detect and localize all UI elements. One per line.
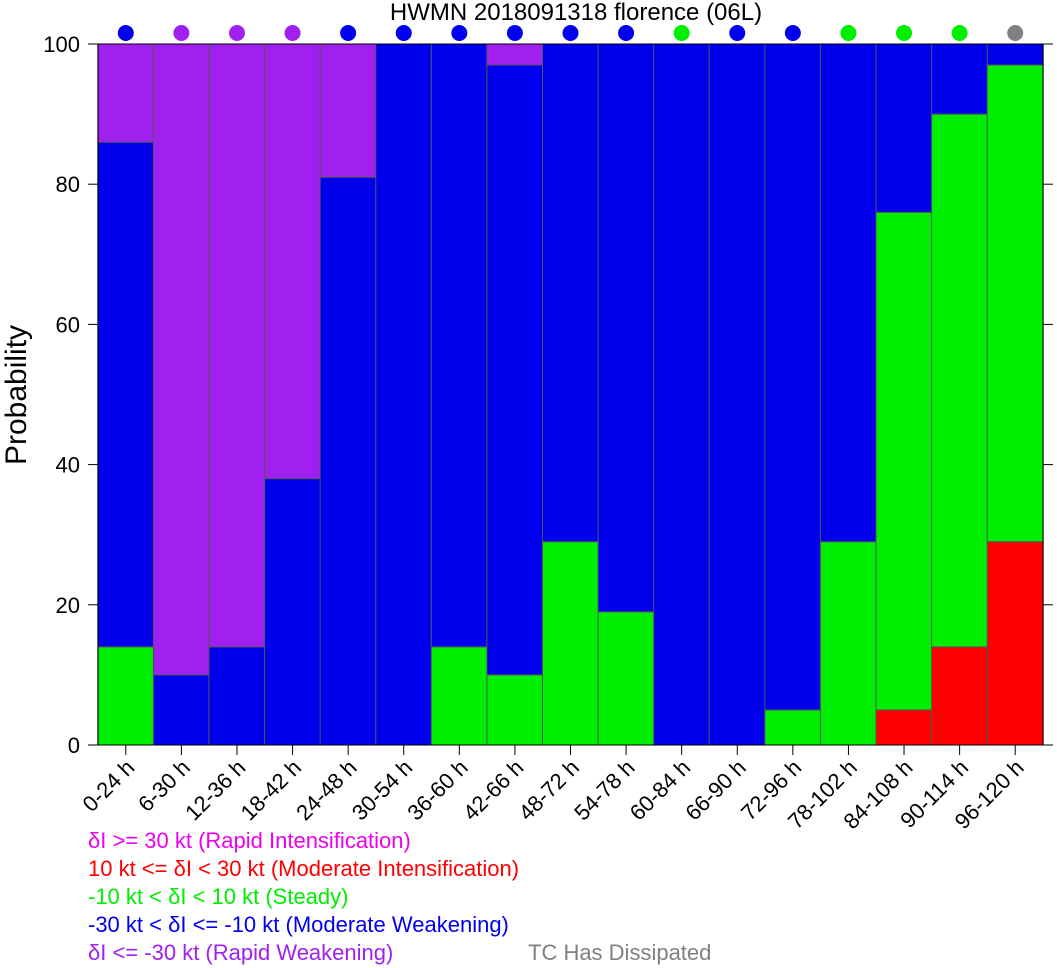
bar-segment-moderate_weakening	[931, 43, 989, 115]
y-tick-label: 40	[56, 453, 80, 478]
x-tick-label: 54-78 h	[569, 755, 639, 825]
most-likely-markers	[117, 25, 1024, 41]
bar-segment-steady	[430, 646, 488, 746]
marker-steady	[896, 25, 913, 41]
bar-segment-moderate_weakening	[319, 176, 377, 746]
x-tick-label: 60-84 h	[625, 755, 695, 825]
bar-segment-moderate_weakening	[152, 674, 210, 746]
marker-rapid_weakening	[228, 25, 245, 41]
legend-item: TC Has Dissipated	[528, 940, 712, 965]
bar-segment-steady	[931, 113, 989, 648]
marker-dissipated	[1007, 25, 1024, 41]
bars	[97, 43, 1044, 746]
bar-segment-steady	[764, 709, 822, 746]
y-axis-label: Probability	[0, 325, 33, 465]
plot-frame	[97, 43, 1044, 746]
bar-segment-moderate_intensification	[931, 646, 989, 746]
bar-segment-rapid_weakening	[152, 43, 210, 676]
bar-segment-steady	[819, 541, 877, 746]
bar-segment-rapid_weakening	[97, 43, 155, 143]
bar-segment-moderate_weakening	[708, 43, 766, 746]
marker-moderate_weakening	[562, 25, 579, 41]
y-tick-label: 20	[56, 593, 80, 618]
bar-segment-moderate_weakening	[486, 64, 544, 676]
legend-item: -30 kt < δI <= -10 kt (Moderate Weakenin…	[88, 912, 509, 937]
chart-title: HWMN 2018091318 florence (06L)	[390, 0, 762, 26]
legend-item: δI <= -30 kt (Rapid Weakening)	[88, 940, 394, 965]
x-tick-labels: 0-24 h6-30 h12-36 h18-42 h24-48 h30-54 h…	[78, 755, 1029, 834]
bar-segment-rapid_weakening	[208, 43, 266, 648]
marker-moderate_weakening	[117, 25, 134, 41]
legend-item: -10 kt < δI < 10 kt (Steady)	[88, 884, 349, 909]
bar-segment-rapid_weakening	[264, 43, 322, 480]
bar-segment-moderate_intensification	[986, 541, 1044, 746]
x-tick-label: 0-24 h	[78, 755, 140, 817]
x-tick-label: 42-66 h	[458, 755, 528, 825]
bar-segment-steady	[597, 611, 655, 746]
bar-segment-rapid_weakening	[486, 43, 544, 66]
x-tick-label: 18-42 h	[236, 755, 306, 825]
marker-moderate_weakening	[395, 25, 412, 41]
bar-segment-moderate_weakening	[986, 43, 1044, 66]
marker-moderate_weakening	[729, 25, 746, 41]
bar-segment-steady	[97, 646, 155, 746]
marker-moderate_weakening	[340, 25, 357, 41]
bar-segment-moderate_weakening	[597, 43, 655, 613]
y-tick-labels: 0 20 40 60 80 100	[43, 32, 80, 758]
y-tick-label: 60	[56, 312, 80, 337]
bar-segment-steady	[986, 64, 1044, 543]
marker-moderate_weakening	[784, 25, 801, 41]
bar-segment-steady	[875, 211, 933, 711]
bar-segment-moderate_weakening	[653, 43, 711, 746]
y-tick-label: 100	[43, 32, 80, 57]
bar-segment-moderate_intensification	[875, 709, 933, 746]
legend-item: 10 kt <= δI < 30 kt (Moderate Intensific…	[88, 856, 520, 881]
bar-segment-moderate_weakening	[264, 478, 322, 746]
bar-segment-steady	[542, 541, 599, 746]
marker-moderate_weakening	[506, 25, 523, 41]
marker-steady	[951, 25, 968, 41]
marker-steady	[840, 25, 857, 41]
y-tick-label: 80	[56, 172, 80, 197]
bar-segment-moderate_weakening	[208, 646, 266, 746]
bar-segment-moderate_weakening	[819, 43, 877, 543]
x-tick-label: 30-54 h	[347, 755, 417, 825]
bar-segment-moderate_weakening	[375, 43, 433, 746]
y-tick-label: 0	[68, 733, 80, 758]
marker-moderate_weakening	[451, 25, 468, 41]
marker-moderate_weakening	[618, 25, 635, 41]
x-tick-label: 48-72 h	[514, 755, 584, 825]
legend-item: δI >= 30 kt (Rapid Intensification)	[88, 828, 411, 853]
bar-segment-rapid_weakening	[319, 43, 377, 178]
bar-segment-moderate_weakening	[430, 43, 488, 648]
bar-segment-moderate_weakening	[542, 43, 599, 543]
marker-rapid_weakening	[284, 25, 301, 41]
bar-segment-moderate_weakening	[764, 43, 822, 711]
marker-rapid_weakening	[173, 25, 190, 41]
bar-segment-moderate_weakening	[97, 141, 155, 648]
x-tick-label: 24-48 h	[291, 755, 361, 825]
bar-segment-steady	[486, 674, 544, 746]
axis-ticks	[88, 43, 1053, 755]
x-tick-label: 12-36 h	[180, 755, 250, 825]
marker-steady	[673, 25, 690, 41]
x-tick-label: 66-90 h	[680, 755, 750, 825]
x-tick-label: 36-60 h	[402, 755, 472, 825]
bar-segment-moderate_weakening	[875, 43, 933, 213]
